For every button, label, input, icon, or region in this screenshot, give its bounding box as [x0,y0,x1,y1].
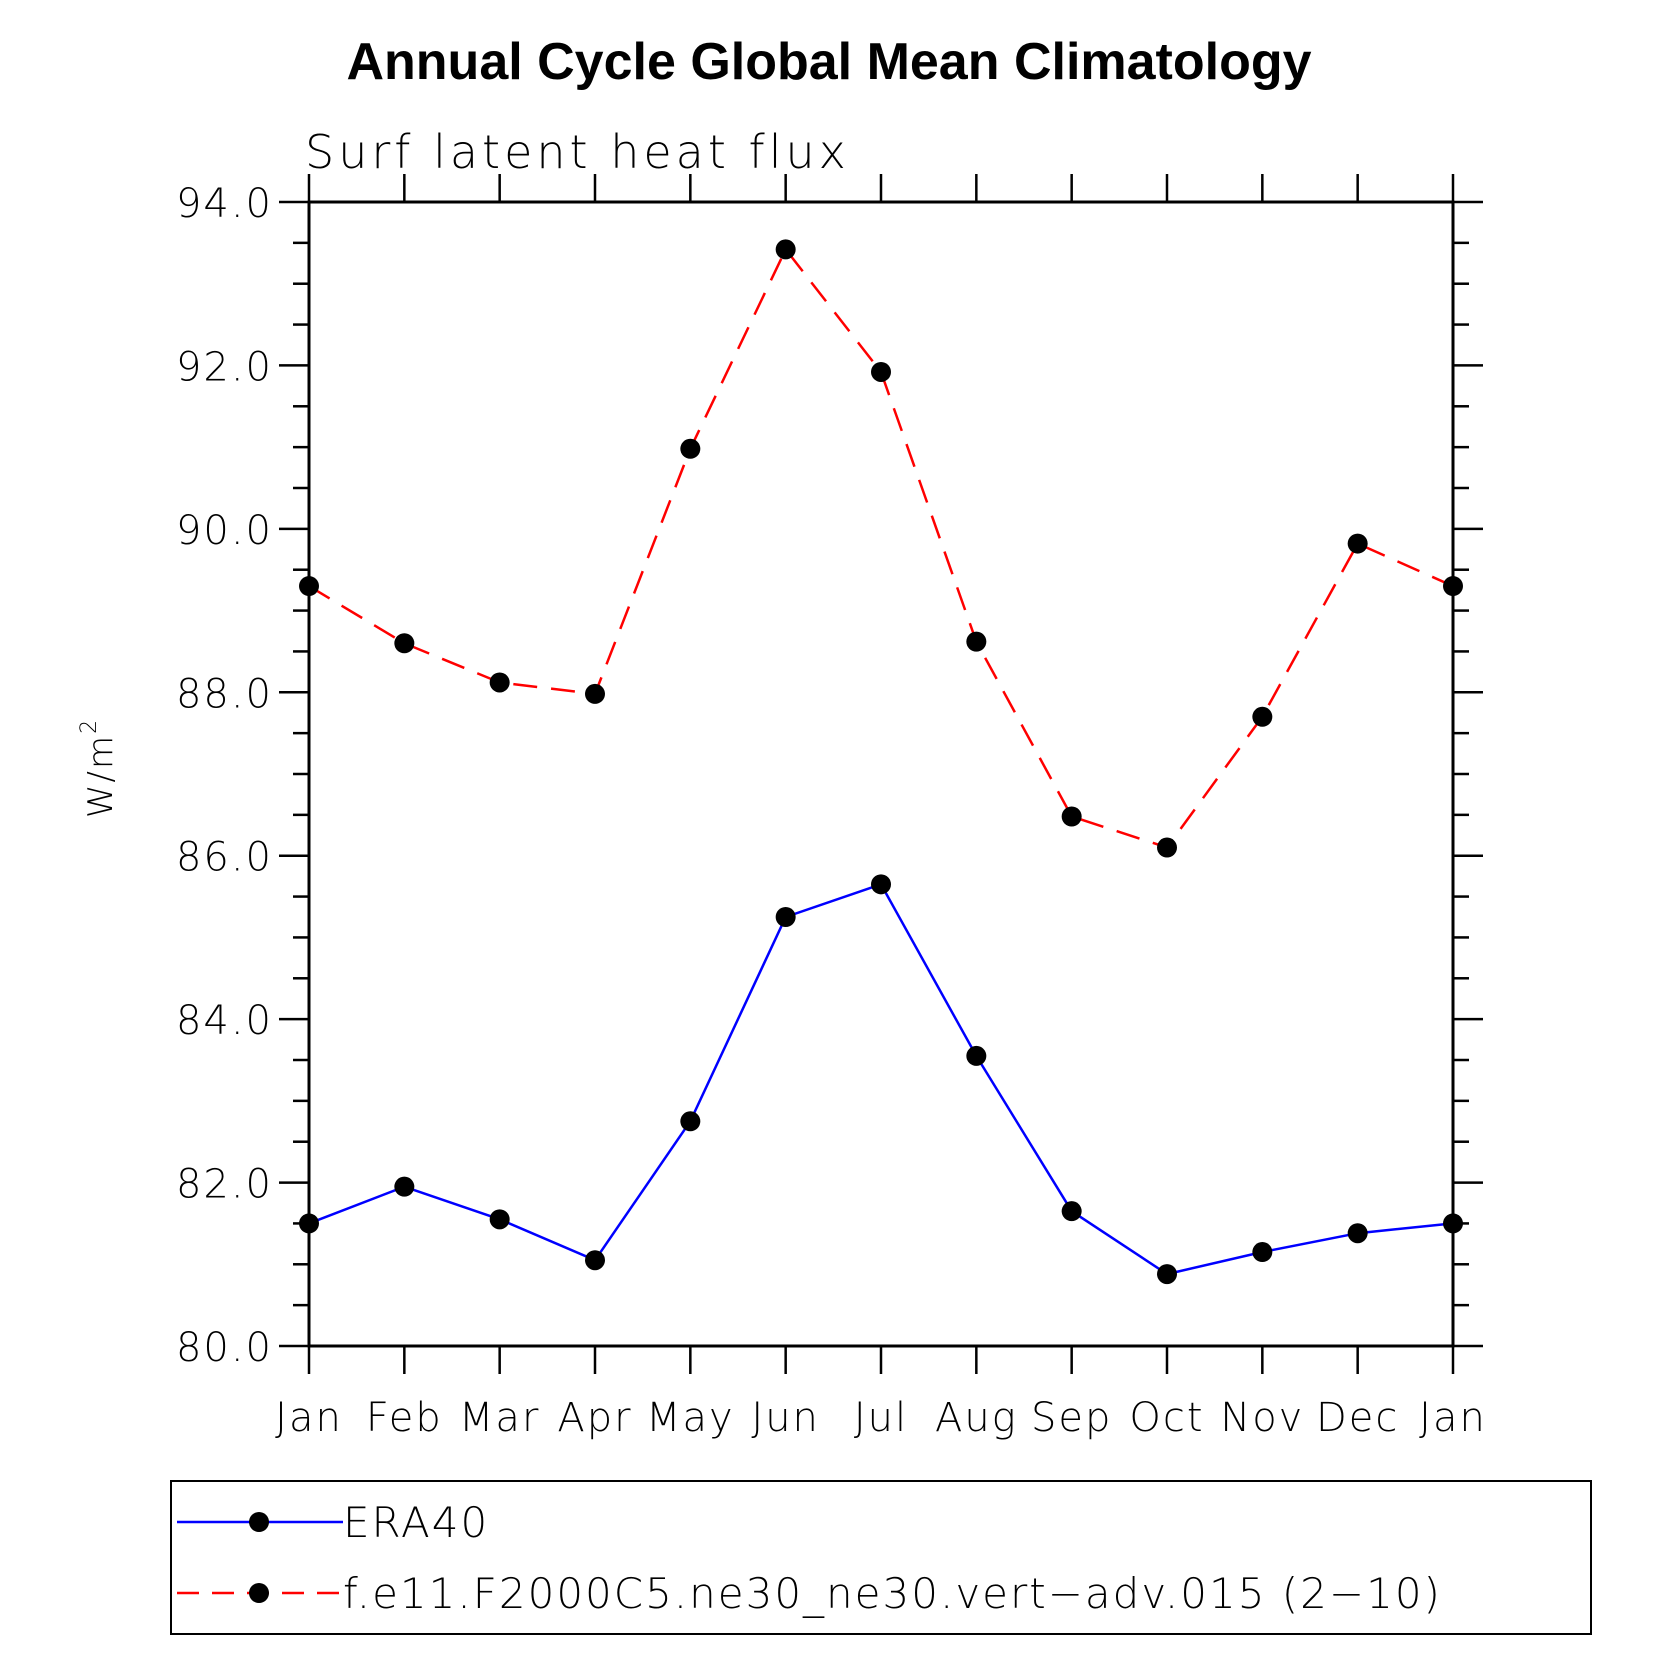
y-tick-label: 84.0 [176,998,273,1044]
x-tick-label: Sep [1031,1395,1112,1441]
legend-label-model: f.e11.F2000C5.ne30_ne30.vert−adv.015 (2−… [343,1569,1442,1618]
x-tick-labels: Jan Feb Mar Apr May Jun Jul Aug Sep Oct Nov Dec Jan [275,1395,1487,1441]
data-point-series-0 [1443,1213,1463,1234]
data-point-series-0 [1061,1201,1082,1222]
data-point-series-0 [1347,1223,1368,1244]
data-point-series-1 [489,672,510,693]
data-point-series-0 [871,874,891,895]
axes-ticks [279,174,1483,1374]
y-axis-label: W/m2 [77,718,121,818]
data-point-series-1 [775,239,796,260]
x-tick-label: Jan [275,1395,343,1441]
data-point-series-1 [1252,706,1273,727]
x-tick-label: Dec [1316,1395,1399,1441]
data-point-series-0 [775,907,796,927]
x-tick-label: May [646,1395,735,1441]
data-point-series-0 [299,1213,319,1234]
series-line-0 [308,882,1454,1276]
data-point-series-0 [1252,1242,1273,1263]
data-point-series-1 [966,631,987,652]
legend-box [170,1480,1592,1635]
x-tick-label: Mar [459,1395,540,1441]
data-point-series-1 [1347,533,1368,554]
data-point-series-0 [1157,1264,1177,1285]
y-tick-label: 94.0 [176,181,273,227]
chart-title: Annual Cycle Global Mean Climatology [346,33,1311,91]
svg-text:W/m2: W/m2 [77,718,121,818]
y-tick-label: 80.0 [176,1325,273,1371]
series-line-1 [308,247,1454,849]
y-tick-label: 82.0 [176,1162,273,1208]
x-tick-label: Apr [557,1395,632,1441]
legend-label-era40: ERA40 [343,1498,489,1547]
y-tick-label: 86.0 [176,835,273,881]
data-point-series-1 [585,683,605,704]
x-tick-label: Oct [1129,1395,1204,1441]
data-point-series-0 [489,1209,510,1230]
data-point-series-1 [871,361,891,382]
data-point-series-0 [680,1111,701,1132]
data-point-series-0 [585,1250,605,1271]
legend-marker-model [249,1583,269,1603]
x-tick-label: Jul [854,1395,908,1441]
chart-subtitle: Surf latent heat flux [305,125,850,179]
x-tick-label: Aug [935,1395,1018,1441]
x-tick-label: Feb [366,1395,443,1441]
y-axis-label-base: W/m [81,734,121,818]
data-point-series-1 [394,633,415,654]
y-tick-label: 90.0 [176,508,273,554]
legend-marker-era40 [249,1512,269,1532]
series-layer [299,239,1463,1285]
data-point-series-1 [680,438,701,459]
y-tick-label: 88.0 [176,671,273,717]
data-point-series-0 [394,1176,415,1197]
data-point-series-0 [966,1045,987,1066]
x-tick-label: Jan [1419,1395,1487,1441]
legend: ERA40 f.e11.F2000C5.ne30_ne30.vert−adv.0… [170,1480,1592,1635]
data-point-series-1 [299,576,319,597]
data-point-series-1 [1157,837,1177,858]
data-point-series-1 [1443,576,1463,597]
x-tick-label: Jun [751,1395,820,1441]
data-point-series-1 [1061,806,1082,827]
y-tick-label: 92.0 [176,344,273,390]
x-tick-label: Nov [1220,1395,1304,1441]
y-tick-labels: 80.0 82.0 84.0 86.0 88.0 90.0 92.0 94.0 [176,181,273,1371]
y-axis-label-superscript: 2 [77,718,102,734]
plot-frame [307,200,1455,1348]
